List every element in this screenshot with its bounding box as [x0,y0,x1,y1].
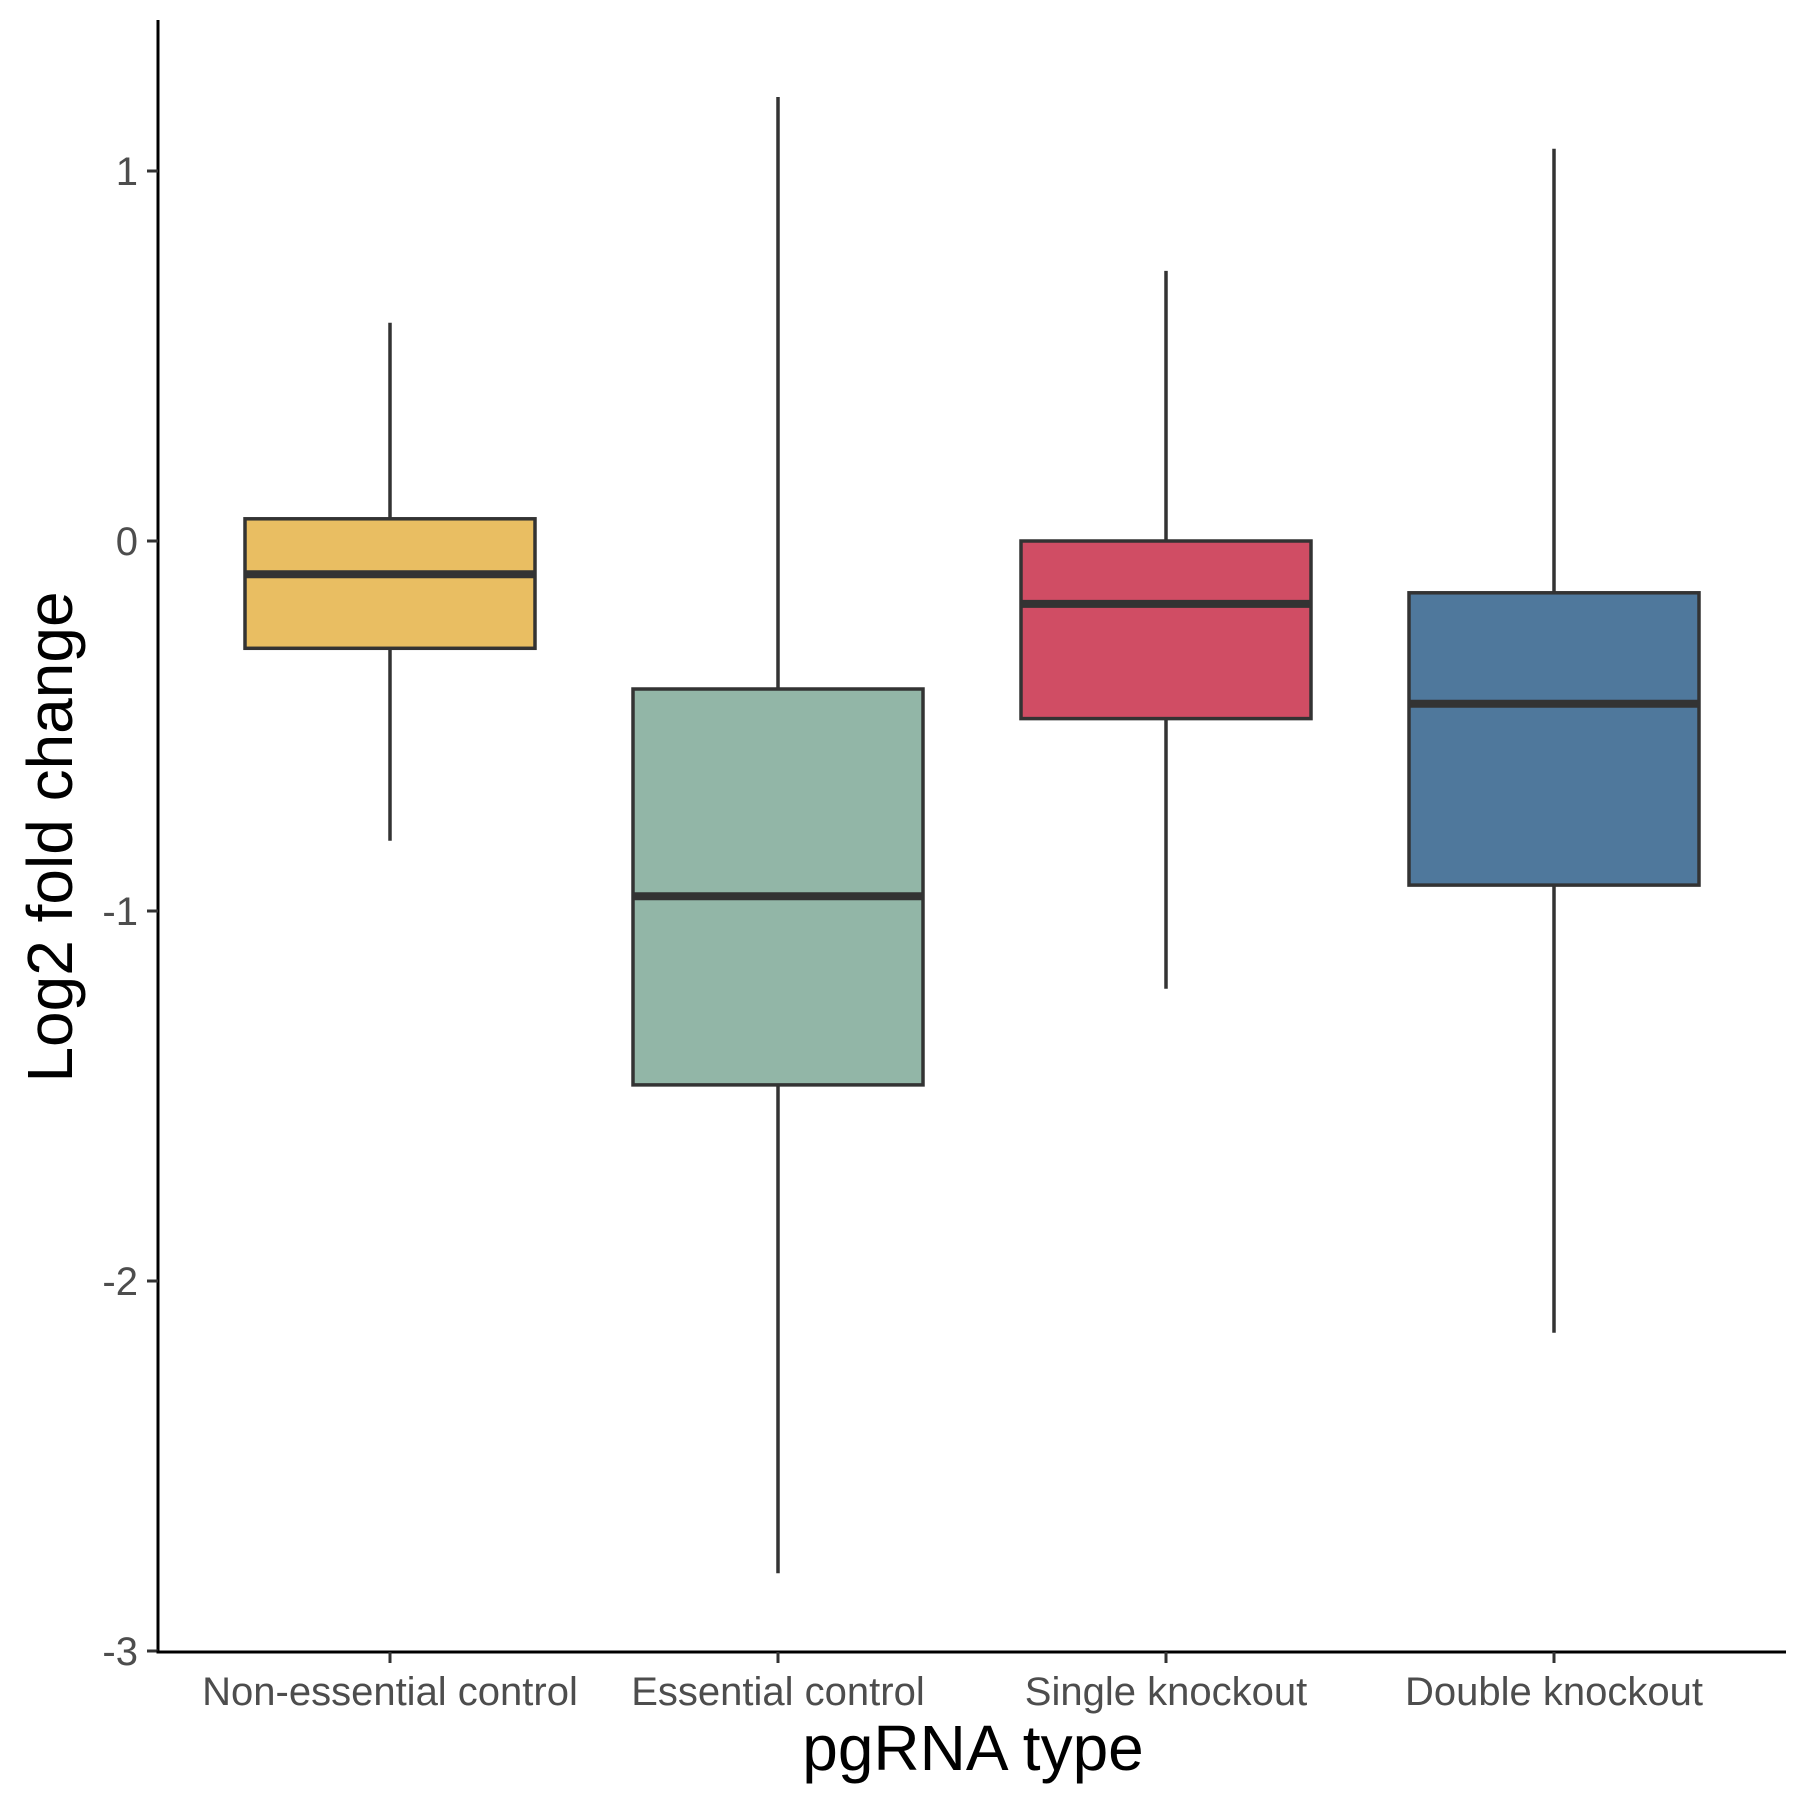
y-tick-label: 1 [116,150,138,194]
y-axis: -3 -2 -1 0 1 [102,20,160,1674]
y-tick-label: -2 [102,1260,138,1304]
x-axis: Non-essential control Essential control Si… [156,1650,1786,1714]
y-tick-label: -3 [102,1630,138,1674]
x-tick-label: Single knockout [1025,1670,1307,1714]
y-axis-title: Log2 fold change [14,591,86,1082]
x-tick-label: Essential control [631,1670,924,1714]
y-tick-label: -1 [102,890,138,934]
box-non-essential-control [243,322,537,841]
box-iqr [1019,539,1313,721]
box-iqr [243,517,537,651]
y-tick-label: 0 [116,520,138,564]
x-tick-label: Double knockout [1405,1670,1703,1714]
box-single-knockout [1019,270,1313,989]
x-tick-label: Non-essential control [202,1670,578,1714]
boxes-layer [243,97,1701,1574]
box-iqr [1407,591,1701,887]
box-double-knockout [1407,148,1701,1333]
box-essential-control [631,97,925,1574]
box-iqr [631,687,925,1087]
x-axis-title: pgRNA type [802,1712,1144,1784]
